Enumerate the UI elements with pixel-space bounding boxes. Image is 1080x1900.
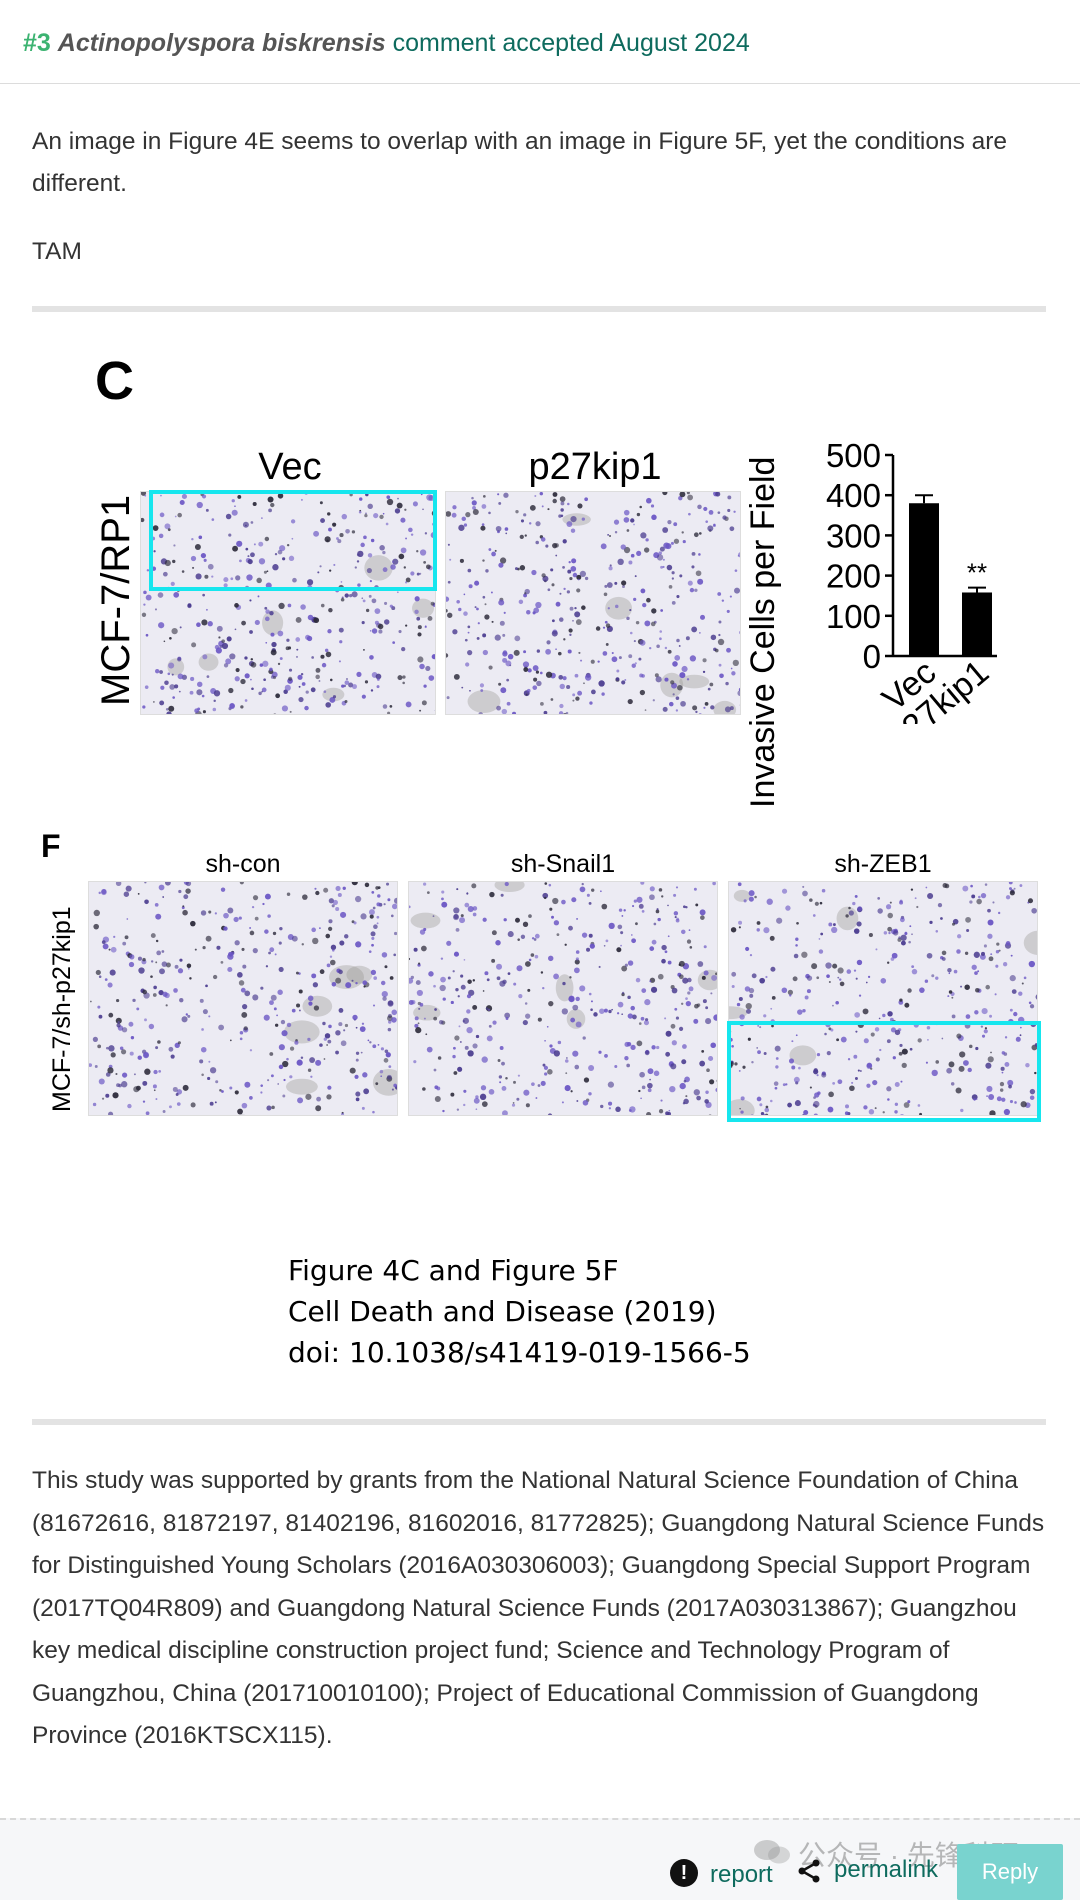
overlap-highlight-5f (727, 1021, 1041, 1122)
bar-p27kip1 (962, 592, 992, 656)
funding-text: This study was supported by grants from … (32, 1467, 1045, 1749)
share-icon[interactable] (796, 1858, 822, 1884)
panel-f-col-shsnail1: sh-Snail1 (510, 850, 616, 878)
caption-line-1: Figure 4C and Figure 5F (288, 1254, 619, 1287)
panel-f-col-shcon: sh-con (205, 850, 281, 878)
significance-label: ** (967, 558, 987, 588)
comment-signature: TAM (32, 238, 82, 265)
figure-caption: Figure 4C and Figure 5F Cell Death and D… (288, 1250, 751, 1373)
caption-line-3: doi: 10.1038/s41419-019-1566-5 (288, 1336, 751, 1369)
comment-status: comment accepted August 2024 (392, 29, 750, 57)
y-tick-label: 0 (863, 638, 881, 675)
y-tick-label: 100 (826, 598, 881, 635)
wechat-icon (754, 1840, 790, 1864)
reply-button[interactable]: Reply (957, 1844, 1063, 1900)
panel-f-col-shzeb1: sh-ZEB1 (834, 850, 932, 878)
comment-header: #3 Actinopolyspora biskrensis comment ac… (0, 0, 1080, 84)
panel-c-col-p27: p27kip1 (528, 446, 662, 488)
caption-line-2: Cell Death and Disease (2019) (288, 1295, 717, 1328)
comment-number[interactable]: #3 (23, 29, 51, 57)
micrograph-5f-shzeb1 (728, 881, 1038, 1116)
comparison-figure: C MCF-7/RP1 Vec p27kip1 Invasive Cells p… (32, 336, 1046, 1376)
comment-author[interactable]: Actinopolyspora biskrensis (57, 29, 386, 57)
alert-icon[interactable]: ! (670, 1859, 698, 1887)
y-tick-label: 400 (826, 477, 881, 514)
panel-f-row-label: MCF-7/sh-p27kip1 (48, 906, 76, 1112)
permalink-link[interactable]: permalink (834, 1856, 939, 1883)
comment-footer: 公众号 · 先锋科研 ! report permalink Reply (0, 1818, 1080, 1900)
bar-Vec (909, 503, 939, 656)
micrograph-5f-shsnail1 (408, 881, 718, 1116)
comment-header-line: #3 Actinopolyspora biskrensis comment ac… (23, 26, 750, 60)
panel-c-col-vec: Vec (258, 446, 322, 488)
micrograph-4c-p27kip1 (445, 491, 741, 715)
micrograph-5f-shcon (88, 881, 398, 1116)
overlap-highlight-4c (149, 490, 437, 591)
y-tick-label: 300 (826, 517, 881, 554)
comment-body: An image in Figure 4E seems to overlap w… (32, 128, 1008, 197)
divider (32, 1419, 1046, 1425)
panel-c-row-label: MCF-7/RP1 (94, 494, 138, 706)
panel-f-letter: F (41, 828, 61, 864)
y-tick-label: 500 (826, 437, 881, 474)
report-link[interactable]: report (710, 1861, 773, 1888)
panel-c-letter: C (95, 351, 134, 411)
y-tick-label: 200 (826, 558, 881, 595)
divider (32, 306, 1046, 312)
